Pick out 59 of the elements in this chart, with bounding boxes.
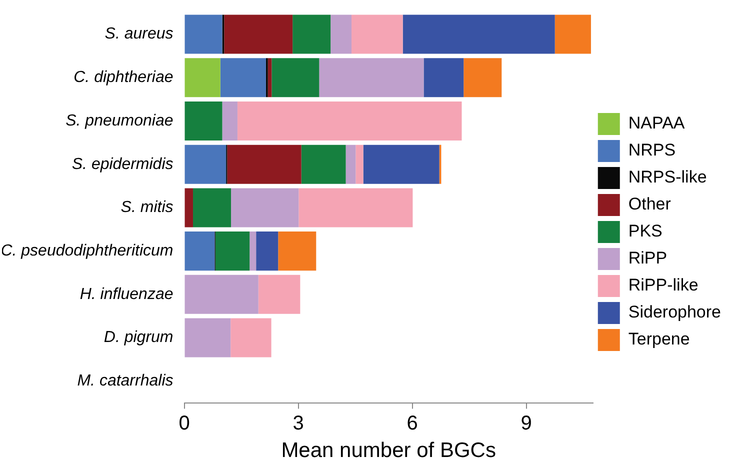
bar <box>356 144 364 184</box>
bar <box>464 58 502 98</box>
bar <box>272 58 320 98</box>
x-tick-label: 3 <box>292 412 304 434</box>
bar <box>346 144 356 184</box>
bar <box>224 14 293 54</box>
y-tick-label: M. catarrhalis <box>77 372 174 390</box>
legend-label: NAPAA <box>628 114 686 133</box>
bar <box>231 188 299 228</box>
legend-label: RiPP-like <box>628 276 698 295</box>
bar <box>256 232 278 271</box>
bar <box>184 188 193 228</box>
y-tick-label: S. epidermidis <box>72 156 174 173</box>
bar <box>184 144 226 184</box>
x-tick-label: 0 <box>178 412 190 434</box>
bar <box>184 14 222 54</box>
bar <box>352 14 403 54</box>
bar <box>330 14 352 54</box>
y-tick-label: S. pneumoniae <box>66 112 174 130</box>
x-tick-label: 6 <box>406 412 418 434</box>
legend-label: Terpene <box>628 330 690 349</box>
y-tick-label: C. diphtheriae <box>74 69 174 86</box>
bar <box>184 274 258 314</box>
bar <box>215 232 250 271</box>
bar <box>292 14 331 54</box>
y-tick-label: S. aureus <box>104 26 174 43</box>
bar <box>319 58 424 98</box>
bar <box>192 188 232 228</box>
bar <box>227 144 302 184</box>
x-axis-title: Mean number of BGCs <box>281 439 496 462</box>
bar <box>184 232 215 271</box>
bar <box>402 14 555 54</box>
bar <box>554 14 591 54</box>
legend-label: Siderophore <box>628 302 722 322</box>
bar <box>220 58 266 98</box>
bar <box>298 188 413 228</box>
y-tick-label: C. pseudodiphtheriticum <box>0 242 174 260</box>
y-tick-label: S. mitis <box>120 199 174 216</box>
legend-label: PKS <box>628 222 662 241</box>
bar <box>237 101 462 140</box>
bar <box>250 232 256 271</box>
x-tick-label: 9 <box>520 412 532 434</box>
legend-label: NRPS <box>628 140 676 160</box>
legend-label: Other <box>628 194 672 214</box>
legend-label: RiPP <box>628 248 668 268</box>
bar <box>184 58 220 98</box>
bar <box>278 232 316 271</box>
bar <box>258 274 300 314</box>
bar <box>184 101 222 140</box>
y-tick-label: D. pigrum <box>104 329 174 346</box>
bar <box>424 58 464 98</box>
bar <box>230 318 272 358</box>
legend-label: NRPS-like <box>628 168 707 187</box>
bar <box>222 101 238 140</box>
bar <box>301 144 346 184</box>
y-tick-label: H. influenzae <box>80 286 174 303</box>
bar <box>268 58 272 98</box>
bar <box>363 144 440 184</box>
bar <box>184 318 231 358</box>
